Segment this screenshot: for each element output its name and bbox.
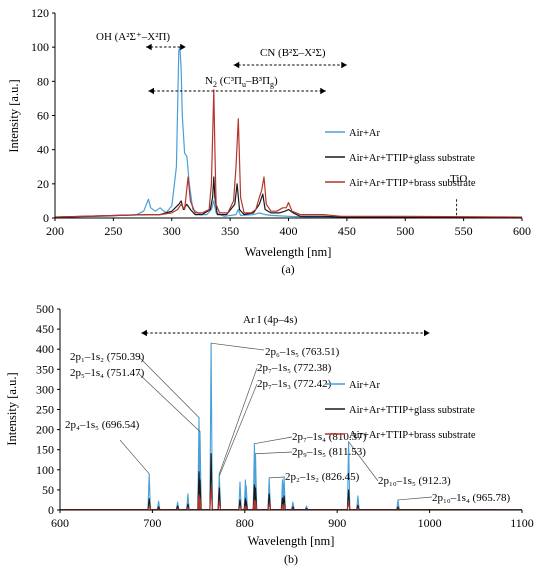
x-tick-label: 400 xyxy=(280,224,298,238)
x-tick-label: 600 xyxy=(513,224,531,238)
peak-label: 2p₆–1s₅ (763.51) xyxy=(265,346,340,358)
y-tick-label: 120 xyxy=(31,6,49,20)
peak-leader xyxy=(348,441,379,482)
y-tick-label: 60 xyxy=(37,109,49,123)
peak-label: 2p₁–1s₂ (750.39) xyxy=(70,351,145,363)
y-tick-label: 100 xyxy=(36,463,54,477)
y-tick-label: 20 xyxy=(37,177,49,191)
arrowhead xyxy=(233,61,240,69)
arrowhead xyxy=(341,61,347,69)
x-tick-label: 200 xyxy=(46,224,64,238)
arrowhead xyxy=(148,87,154,95)
peak-leader xyxy=(254,436,293,445)
series-a-0 xyxy=(54,46,522,219)
y-tick-label: 400 xyxy=(36,342,54,356)
arrowhead xyxy=(146,43,152,51)
peak-label: 2p₉–1s₅ (811.53) xyxy=(292,446,366,458)
ar-band-label: Ar I (4p–4s) xyxy=(243,314,298,326)
legend-b-brass: Air+Ar+TTIP+brass substrate xyxy=(349,430,476,441)
y-tick-label: 100 xyxy=(31,40,49,54)
arrowhead xyxy=(180,43,186,51)
peak-leader xyxy=(218,367,258,474)
oh-band-label: OH (A²Σ⁺–X²Π) xyxy=(96,31,170,43)
y-tick-label: 0 xyxy=(43,211,49,225)
x-tick-label: 450 xyxy=(338,224,356,238)
peak-leader xyxy=(137,372,201,432)
y-tick-label: 0 xyxy=(48,503,54,517)
peak-leader xyxy=(211,342,265,351)
x-tick-label: 300 xyxy=(163,224,181,238)
chart-a-ylabel: Intensity [a.u.] xyxy=(7,79,21,152)
y-tick-label: 450 xyxy=(36,322,54,336)
peak-label: 2p₄–1s₅ (696.54) xyxy=(65,419,140,431)
peak-leader xyxy=(269,476,286,479)
arrowhead xyxy=(424,329,430,337)
n2-band-label: N2 (C³Πu–B³Πg) xyxy=(205,75,278,89)
y-tick-label: 50 xyxy=(42,483,54,497)
chart-a-legend: Air+Ar Air+Ar+TTIP+glass substrate Air+A… xyxy=(325,128,476,189)
peak-label: 2p₅–1s₄ (751.47) xyxy=(70,367,145,379)
chart-b: 600 700 800 900 1000 1100 0 50 100 150 200 250 300 35… xyxy=(5,302,534,566)
x-tick-label: 1100 xyxy=(510,516,534,530)
chart-b-ylabel: Intensity [a.u.] xyxy=(5,372,19,445)
x-tick-label: 800 xyxy=(236,516,254,530)
chart-a-xlabel: Wavelength [nm] xyxy=(245,245,332,259)
series-a-2 xyxy=(54,89,523,218)
peak-leader xyxy=(255,451,293,455)
chart-b-caption: (b) xyxy=(284,552,298,566)
peak-leader xyxy=(218,383,258,476)
y-tick-label: 200 xyxy=(36,423,54,437)
y-tick-label: 350 xyxy=(36,362,54,376)
chart-b-xlabel: Wavelength [nm] xyxy=(248,534,335,548)
peak-label: 2p₁₀–1s₄ (965.78) xyxy=(432,492,510,504)
arrowhead xyxy=(320,87,326,95)
y-tick-label: 300 xyxy=(36,382,54,396)
peak-label: 2p₂–1s₂ (826.45) xyxy=(285,471,360,483)
y-tick-label: 80 xyxy=(37,74,49,88)
x-tick-label: 600 xyxy=(51,516,69,530)
x-tick-label: 900 xyxy=(328,516,346,530)
arrowhead xyxy=(141,329,147,337)
y-tick-label: 250 xyxy=(36,403,54,417)
y-tick-label: 500 xyxy=(36,302,54,316)
x-tick-label: 550 xyxy=(455,224,473,238)
x-tick-label: 700 xyxy=(143,516,161,530)
x-tick-label: 500 xyxy=(396,224,414,238)
peak-leader xyxy=(137,355,200,418)
legend-a-air-ar: Air+Ar xyxy=(349,128,381,139)
tio-label: TiO xyxy=(450,173,467,185)
peak-leader xyxy=(397,496,433,501)
y-tick-label: 40 xyxy=(37,143,49,157)
x-tick-label: 350 xyxy=(221,224,239,238)
x-tick-label: 1000 xyxy=(418,516,442,530)
y-tick-label: 150 xyxy=(36,443,54,457)
legend-b-air-ar: Air+Ar xyxy=(349,380,381,391)
peak-leader xyxy=(119,439,150,475)
peak-label: 2p₇–1s₃ (772.42) xyxy=(257,378,332,390)
chart-b-legend: Air+Ar Air+Ar+TTIP+glass substrate Air+A… xyxy=(325,380,476,441)
cn-band-label: CN (B²Σ–X²Σ) xyxy=(260,47,326,59)
peak-label: 2p₇–1s₅ (772.38) xyxy=(257,362,332,374)
peak-label: 2p₇–1s₄ (810.37) xyxy=(292,431,367,443)
peak-label: 2p₁₀–1s₅ (912.3) xyxy=(378,475,451,487)
chart-a: 200 250 300 350 400 450 500 550 600 0 20 40 60 80 100 1… xyxy=(7,6,531,276)
legend-a-glass: Air+Ar+TTIP+glass substrate xyxy=(349,153,475,164)
legend-a-brass: Air+Ar+TTIP+brass substrate xyxy=(349,178,476,189)
chart-a-caption: (a) xyxy=(281,262,294,276)
x-tick-label: 250 xyxy=(104,224,122,238)
legend-b-glass: Air+Ar+TTIP+glass substrate xyxy=(349,405,475,416)
